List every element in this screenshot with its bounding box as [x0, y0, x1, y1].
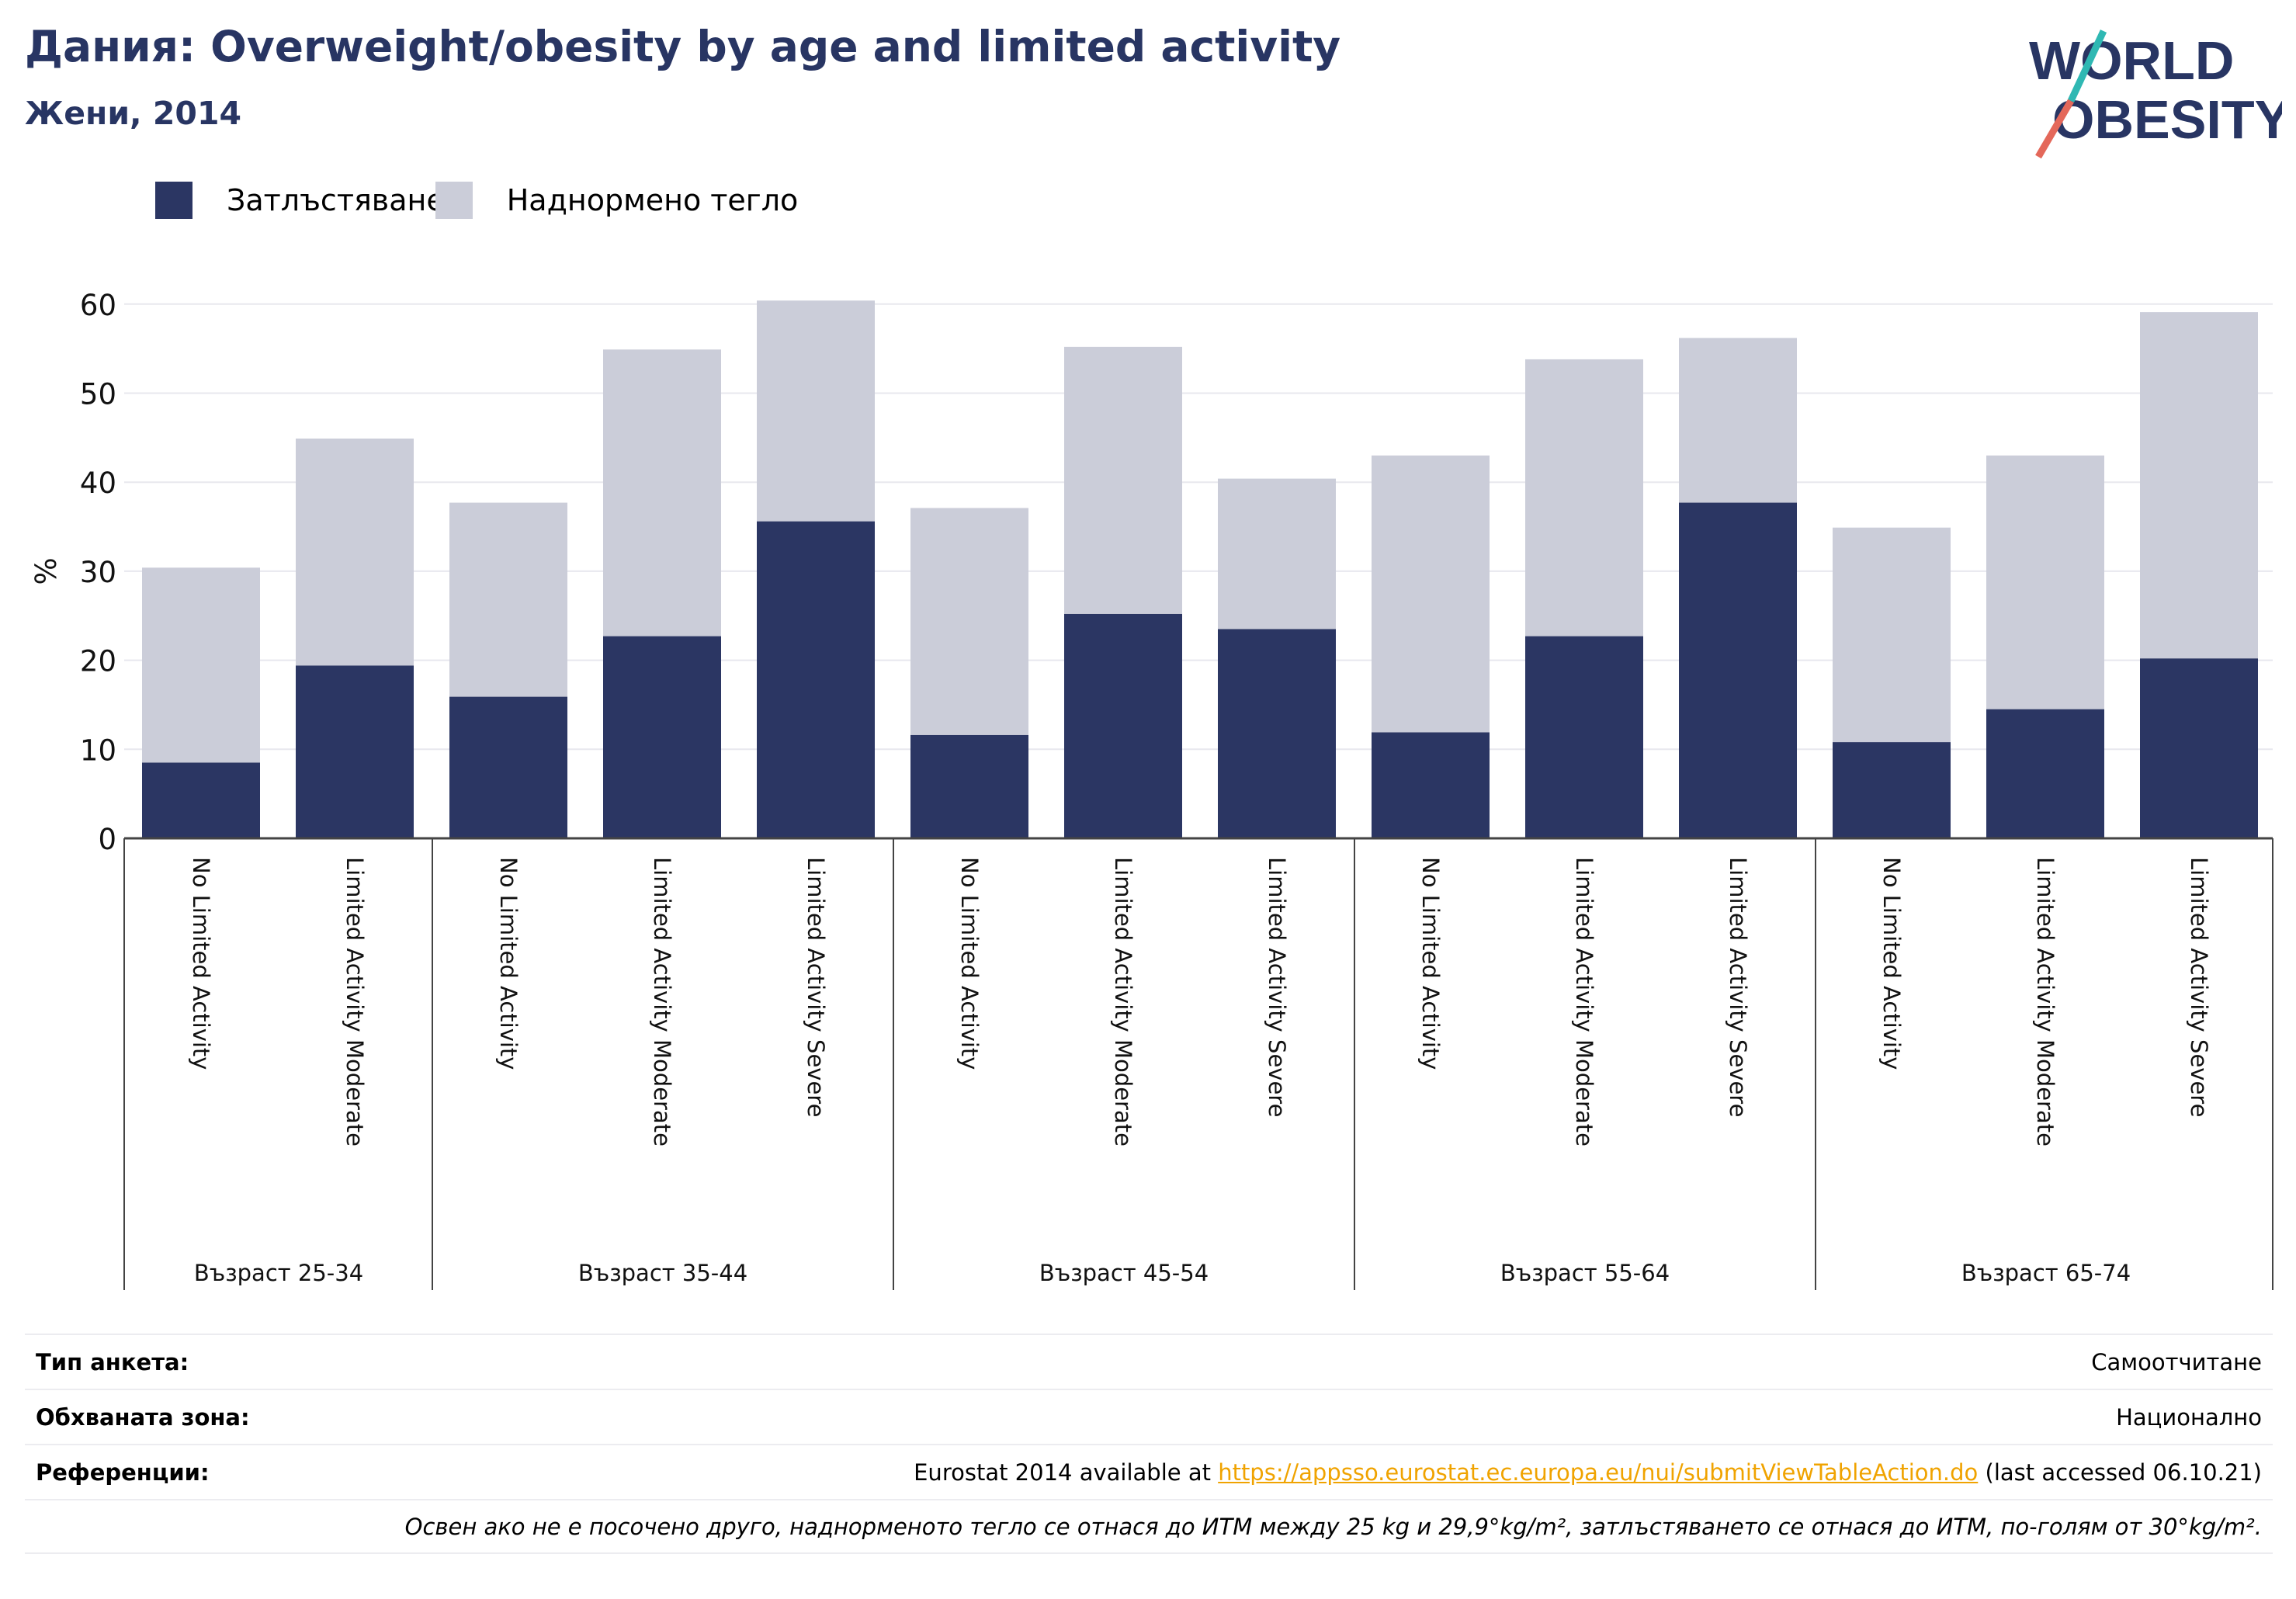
- survey-type-value: Самоотчитане: [2091, 1348, 2262, 1375]
- reference-link[interactable]: https://appsso.eurostat.ec.europa.eu/nui…: [1218, 1459, 1979, 1486]
- legend-swatch-obesity: [155, 182, 192, 219]
- logo-slash-bottom: [2035, 99, 2074, 159]
- y-tick-label: 40: [80, 467, 116, 500]
- chart-subtitle: Жени, 2014: [25, 95, 242, 132]
- references-value: Eurostat 2014 available at https://appss…: [914, 1459, 2262, 1486]
- bar-overweight: [1064, 346, 1182, 614]
- bar-overweight: [142, 567, 260, 763]
- info-row-note: Освен ако не е посочено друго, наднормен…: [25, 1499, 2273, 1554]
- legend-item-obesity[interactable]: Затлъстяване: [155, 182, 445, 219]
- info-row-coverage: Обхваната зона: Национално: [25, 1389, 2273, 1444]
- bar-obesity: [296, 665, 414, 838]
- bar-overweight: [296, 438, 414, 666]
- bar-obesity: [1064, 613, 1182, 838]
- bar-obesity: [1372, 732, 1490, 838]
- reference-suffix: (last accessed 06.10.21): [1978, 1459, 2263, 1486]
- chart-legend: Затлъстяване Наднормено тегло: [155, 177, 815, 224]
- bar-overweight: [1833, 527, 1951, 743]
- bar-obesity: [757, 521, 875, 838]
- bar-overweight: [1679, 338, 1797, 503]
- stacked-bar-chart: 0 10 20 30 40 50 60% No Limited Activity Limited…: [29, 289, 2273, 1290]
- x-category-label: No Limited Activity: [1417, 857, 1444, 1070]
- x-group-label: Възраст 65-74: [1961, 1260, 2131, 1286]
- x-category-label: Limited Activity Moderate: [649, 857, 675, 1146]
- logo-word-1: WORLD: [2029, 30, 2234, 91]
- legend-label-obesity: Затлъстяване: [227, 183, 445, 217]
- x-category-label: No Limited Activity: [1878, 857, 1905, 1070]
- legend-item-overweight[interactable]: Наднормено тегло: [435, 182, 799, 219]
- y-tick-label: 30: [80, 556, 116, 589]
- legend-label-overweight: Наднормено тегло: [506, 183, 799, 217]
- bar-overweight: [1986, 455, 2104, 709]
- bar-obesity: [1525, 636, 1643, 838]
- bar-obesity: [449, 696, 567, 838]
- chart-title: Дания: Overweight/obesity by age and lim…: [25, 22, 1341, 71]
- x-category-label: Limited Activity Severe: [1725, 857, 1751, 1117]
- bar-overweight: [449, 502, 567, 697]
- x-category-label: Limited Activity Moderate: [342, 857, 368, 1146]
- coverage-value: Национално: [2116, 1403, 2262, 1431]
- x-category-label: Limited Activity Severe: [803, 857, 829, 1117]
- x-category-label: Limited Activity Severe: [1264, 857, 1290, 1117]
- bar-obesity: [2140, 658, 2258, 838]
- bar-overweight: [1525, 359, 1643, 636]
- x-category-label: No Limited Activity: [188, 857, 214, 1070]
- x-group-label: Възраст 35-44: [578, 1260, 747, 1286]
- bar-overweight: [603, 349, 721, 636]
- x-category-label: No Limited Activity: [495, 857, 522, 1070]
- bar-overweight: [2140, 312, 2258, 659]
- y-tick-label: 50: [80, 378, 116, 411]
- bar-overweight: [1218, 478, 1336, 630]
- legend-swatch-overweight: [435, 182, 473, 219]
- y-axis-label: %: [29, 557, 63, 584]
- info-table: Тип анкета: Самоотчитане Обхваната зона:…: [25, 1334, 2273, 1554]
- y-tick-label: 60: [80, 289, 116, 322]
- logo-slash-top: [2067, 29, 2107, 102]
- bar-obesity: [1833, 742, 1951, 838]
- bar-overweight: [757, 300, 875, 522]
- x-category-label: No Limited Activity: [956, 857, 983, 1070]
- bar-obesity: [603, 636, 721, 838]
- x-group-label: Възраст 45-54: [1039, 1260, 1209, 1286]
- x-category-label: Limited Activity Moderate: [1571, 857, 1597, 1146]
- world-obesity-logo: WORLD OBESITY: [2029, 29, 2282, 159]
- bar-obesity: [142, 762, 260, 838]
- bar-overweight: [910, 508, 1028, 735]
- x-category-label: Limited Activity Severe: [2186, 857, 2212, 1117]
- survey-type-label: Тип анкета:: [36, 1348, 189, 1375]
- x-category-label: Limited Activity Moderate: [1110, 857, 1136, 1146]
- bar-obesity: [910, 734, 1028, 838]
- reference-prefix: Eurostat 2014 available at: [914, 1459, 1219, 1486]
- references-label: Референции:: [36, 1459, 210, 1486]
- coverage-label: Обхваната зона:: [36, 1403, 250, 1431]
- info-row-survey: Тип анкета: Самоотчитане: [25, 1334, 2273, 1389]
- bar-obesity: [1679, 502, 1797, 838]
- definition-note: Освен ако не е посочено друго, наднормен…: [404, 1513, 2262, 1540]
- bar-obesity: [1218, 629, 1336, 838]
- bar-obesity: [1986, 709, 2104, 838]
- y-tick-label: 20: [80, 645, 116, 678]
- x-group-label: Възраст 25-34: [194, 1260, 363, 1286]
- bar-overweight: [1372, 455, 1490, 733]
- x-category-label: Limited Activity Moderate: [2032, 857, 2058, 1146]
- logo-word-2: OBESITY: [2052, 89, 2282, 150]
- x-group-label: Възраст 55-64: [1500, 1260, 1670, 1286]
- info-row-references: Референции: Eurostat 2014 available at h…: [25, 1444, 2273, 1499]
- y-tick-label: 0: [98, 823, 116, 856]
- y-tick-label: 10: [80, 734, 116, 767]
